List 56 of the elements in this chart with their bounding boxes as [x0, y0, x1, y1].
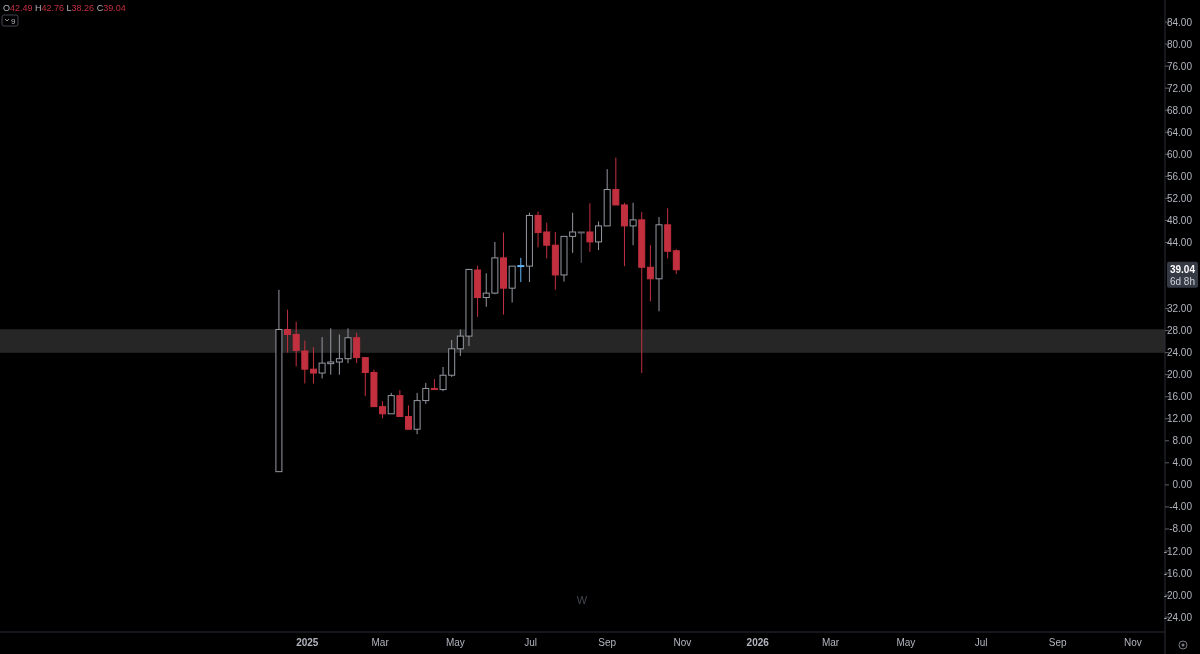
- y-tick-label: 44.00: [1166, 236, 1193, 248]
- x-tick-label: Nov: [1124, 637, 1142, 648]
- y-tick-label: -8.00: [1169, 523, 1193, 535]
- candlestick: [577, 231, 585, 264]
- y-tick-label: 84.00: [1166, 16, 1193, 28]
- x-tick-label: Sep: [598, 637, 617, 648]
- y-tick-label: 68.00: [1166, 104, 1193, 116]
- y-tick-label: 20.00: [1166, 369, 1193, 381]
- x-tick-label: 2026: [746, 637, 770, 648]
- candlestick: [672, 248, 680, 275]
- x-tick-label: Mar: [371, 637, 390, 648]
- x-tick-label: Nov: [673, 637, 692, 648]
- x-tick-label: May: [445, 637, 465, 648]
- x-tick-label: 2025: [296, 637, 319, 648]
- candlestick: [595, 221, 603, 251]
- candlestick: [620, 202, 628, 267]
- y-tick-label: -24.00: [1163, 611, 1193, 623]
- candlestick: [646, 244, 654, 302]
- candlestick: [353, 332, 361, 364]
- x-tick-label: Sep: [1048, 637, 1067, 648]
- candlestick: [387, 392, 395, 415]
- y-tick-label: 12.00: [1166, 413, 1193, 425]
- y-tick-label: 28.00: [1166, 325, 1193, 337]
- y-tick-label: 48.00: [1166, 214, 1193, 226]
- y-tick-label: 8.00: [1172, 435, 1193, 447]
- y-tick-label: 24.00: [1166, 347, 1193, 359]
- y-tick-label: -20.00: [1163, 589, 1193, 601]
- candlestick: [284, 309, 292, 354]
- y-tick-label: -4.00: [1169, 501, 1193, 513]
- y-tick-label: 76.00: [1166, 60, 1193, 72]
- y-tick-label: 80.00: [1166, 38, 1193, 50]
- x-tick-label: Mar: [821, 637, 840, 648]
- x-tick-label: Jul: [974, 637, 988, 648]
- candlestick: [430, 378, 438, 391]
- annotation: W: [576, 594, 588, 606]
- y-tick-label: 4.00: [1172, 457, 1193, 469]
- y-tick-label: 60.00: [1166, 148, 1193, 160]
- y-tick-label: 16.00: [1166, 391, 1193, 403]
- text: 39.04: [1169, 264, 1196, 276]
- candlestick: [586, 202, 594, 253]
- y-tick-label: 72.00: [1166, 82, 1193, 94]
- y-tick-label: -16.00: [1163, 567, 1193, 579]
- y-tick-label: -12.00: [1163, 545, 1193, 557]
- candlestick: [629, 202, 637, 246]
- y-tick-label: 64.00: [1166, 126, 1193, 138]
- y-tick-label: 0.00: [1172, 479, 1193, 491]
- candlestick: [309, 346, 317, 384]
- y-tick-label: 56.00: [1166, 170, 1193, 182]
- y-tick-label: 52.00: [1166, 192, 1193, 204]
- annotation: 9: [11, 17, 16, 26]
- candlestick: [612, 157, 620, 206]
- text: 6d 8h: [1169, 276, 1195, 288]
- annotation: O42.49 H42.76 L38.26 C39.04: [3, 3, 126, 13]
- x-tick-label: May: [896, 637, 916, 648]
- x-tick-label: Jul: [524, 637, 538, 648]
- y-tick-label: 32.00: [1166, 303, 1193, 315]
